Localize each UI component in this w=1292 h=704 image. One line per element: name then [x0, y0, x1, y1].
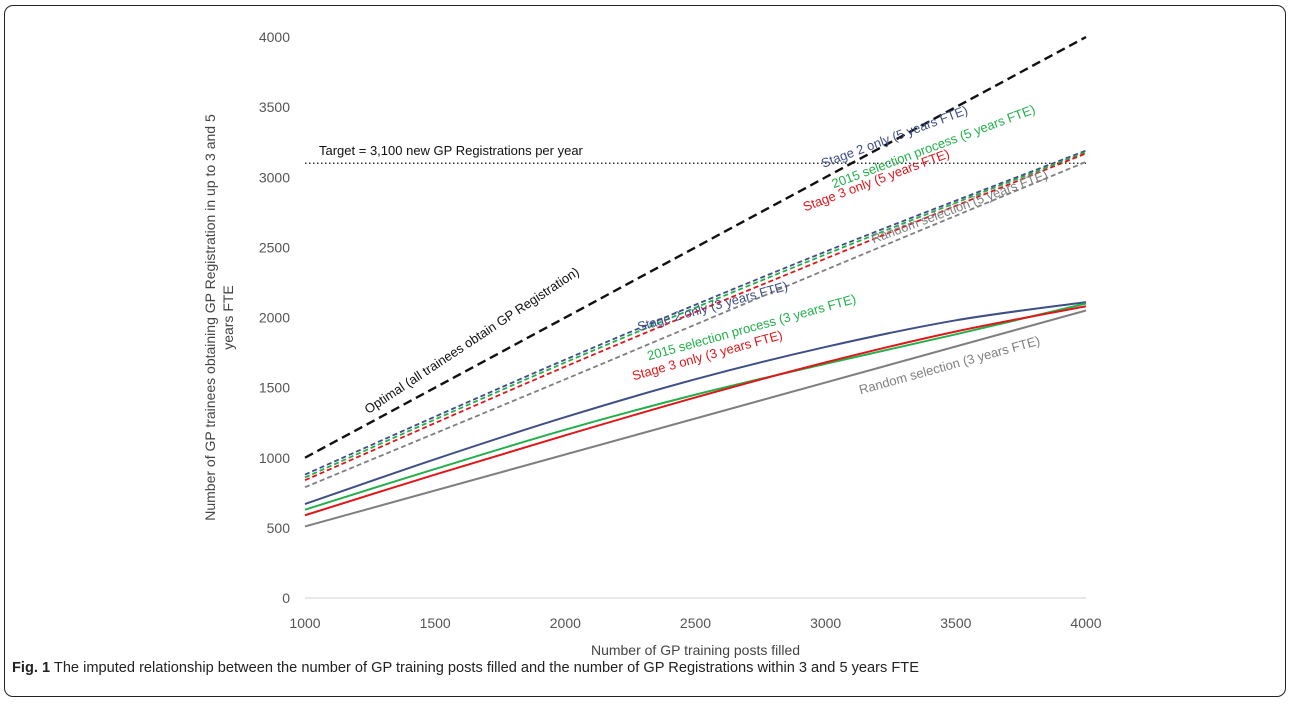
y-tick-label: 2000 — [259, 310, 290, 326]
series-line-6 — [304, 301, 1087, 505]
y-tick-label: 1500 — [259, 380, 290, 396]
y-tick-label: 4000 — [259, 29, 290, 45]
x-axis-title: Number of GP training posts filled — [591, 642, 800, 658]
y-axis-title-line-2: years FTE — [220, 285, 236, 350]
series-line-3 — [304, 151, 1087, 479]
y-tick-label: 500 — [267, 520, 291, 536]
figure-caption: Fig. 1 The imputed relationship between … — [12, 660, 1277, 676]
x-tick-label: 3000 — [810, 615, 841, 631]
y-tick-label: 1000 — [259, 450, 290, 466]
y-axis-title-line-1: Number of GP trainees obtaining GP Regis… — [202, 114, 218, 521]
x-tick-label: 1000 — [289, 615, 320, 631]
x-tick-label: 2000 — [550, 615, 581, 631]
y-tick-label: 3000 — [259, 169, 290, 185]
figure-frame — [4, 5, 1286, 697]
series-annotation: Optimal (all trainees obtain GP Registra… — [362, 264, 582, 417]
series-line-1 — [304, 35, 1087, 459]
y-tick-label: 3500 — [259, 99, 290, 115]
line-chart: 0 500 1000 1500 2000 2500 3000 3500 4000 1000 150… — [202, 29, 1102, 658]
target-label: Target = 3,100 new GP Registrations per … — [319, 143, 584, 158]
x-tick-label: 2500 — [680, 615, 711, 631]
x-tick-label: 1500 — [420, 615, 451, 631]
series-annotation: Random selection (3 years FTE) — [857, 333, 1041, 397]
caption-text: The imputed relationship between the num… — [50, 660, 919, 676]
y-tick-label: 2500 — [259, 239, 290, 255]
series-group — [304, 35, 1087, 528]
series-line-8 — [304, 305, 1087, 517]
series-line-5 — [304, 160, 1087, 489]
x-tick-label: 4000 — [1070, 615, 1101, 631]
series-line-9 — [304, 309, 1087, 528]
caption-label: Fig. 1 — [12, 660, 51, 676]
y-tick-label: 0 — [282, 590, 290, 606]
series-line-2 — [304, 149, 1087, 476]
x-axis-ticks: 1000 1500 2000 2500 3000 3500 4000 — [289, 615, 1101, 631]
series-line-4 — [304, 152, 1087, 482]
x-tick-label: 3500 — [940, 615, 971, 631]
series-line-7 — [304, 302, 1087, 511]
y-axis-ticks: 0 500 1000 1500 2000 2500 3000 3500 4000 — [259, 29, 290, 606]
